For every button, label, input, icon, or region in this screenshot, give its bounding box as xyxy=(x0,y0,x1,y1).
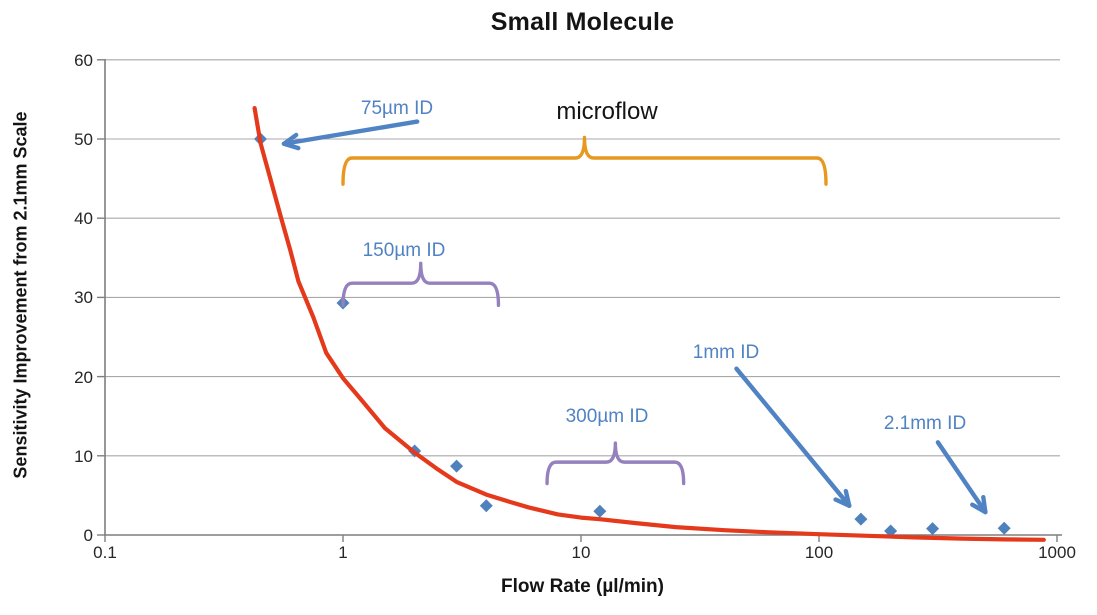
y-axis-title: Sensitivity Improvement from 2.1mm Scale xyxy=(10,111,31,479)
annotation-microflow: microflow xyxy=(556,98,658,125)
x-tick-label: 1000 xyxy=(1038,543,1076,562)
y-tick-label: 10 xyxy=(74,446,93,466)
chart-title: Small Molecule xyxy=(490,8,675,36)
y-tick-label: 60 xyxy=(74,50,93,70)
data-point-diamond xyxy=(450,459,464,473)
y-tick-label: 40 xyxy=(74,209,93,229)
y-tick-label: 20 xyxy=(74,367,93,387)
annotation-150um-id: 150µm ID xyxy=(362,240,446,261)
annotation-75um-id: 75µm ID xyxy=(360,98,434,119)
data-point-diamond xyxy=(997,521,1011,535)
range-brace-150um-range xyxy=(341,261,501,308)
y-tick-label: 0 xyxy=(83,526,93,545)
arrow-2.1mm-head xyxy=(970,502,988,515)
arrow-1mm-line xyxy=(734,366,852,508)
x-tick-label: 100 xyxy=(804,543,834,562)
data-point-diamond xyxy=(479,499,493,513)
arrow-1mm-head xyxy=(833,497,852,508)
arrow-75um-head xyxy=(281,132,299,146)
range-brace-microflow-range xyxy=(341,135,828,186)
annotation-2.1mm-id: 2.1mm ID xyxy=(883,413,967,434)
annotation-1mm-id: 1mm ID xyxy=(692,342,760,363)
data-point-diamond xyxy=(884,524,898,538)
x-tick-label: 10 xyxy=(571,543,591,562)
data-point-diamond xyxy=(593,504,607,518)
data-point-diamond xyxy=(926,522,940,536)
x-axis-title: Flow Rate (µl/min) xyxy=(501,576,664,597)
trend-curve xyxy=(252,106,1046,542)
data-point-diamond xyxy=(854,512,868,526)
y-tick-label: 30 xyxy=(74,288,93,308)
y-tick-label: 50 xyxy=(74,130,93,149)
annotation-300um-id: 300µm ID xyxy=(565,406,649,427)
x-tick-label: 0.1 xyxy=(93,543,117,562)
range-brace-300um-range xyxy=(545,441,686,486)
x-tick-label: 1 xyxy=(338,543,348,562)
arrow-75um-line xyxy=(281,119,420,146)
arrow-2.1mm-line xyxy=(935,440,988,515)
